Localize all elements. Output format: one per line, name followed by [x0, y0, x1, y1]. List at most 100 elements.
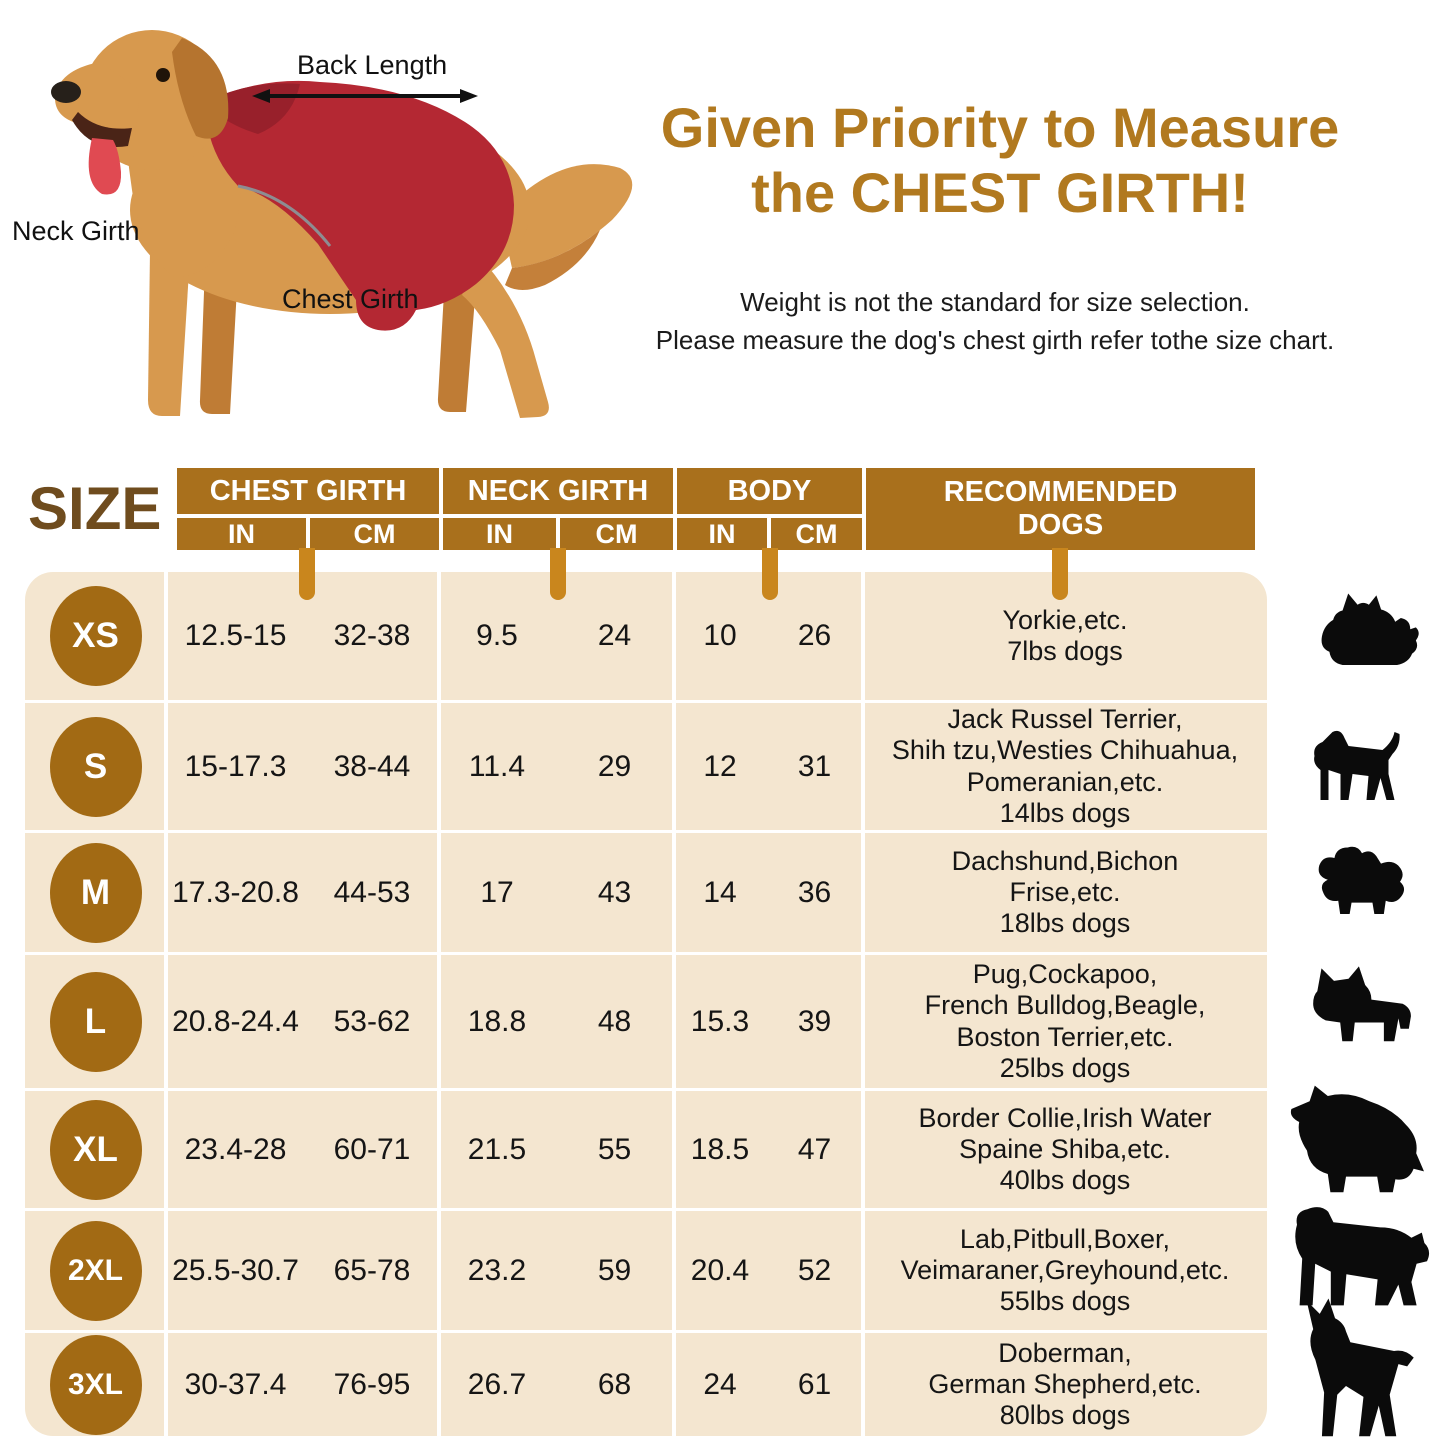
- size-row-l: L 20.8-24.4 53-62 18.8 48 15.3 39 Pug,Cockapoo,…: [25, 952, 1267, 1088]
- body-in-value: 14: [703, 875, 737, 909]
- column-separator: [437, 572, 441, 1436]
- body-in-cell: 18.5: [674, 1091, 766, 1208]
- neck-cm-cell: 48: [555, 955, 674, 1088]
- size-chart-table: XS 12.5-15 32-38 9.5 24 10 26 Yorkie,etc. 7lbs …: [25, 572, 1267, 1436]
- chest-girth-header: CHEST GIRTH: [177, 468, 439, 514]
- chest-cm-value: 60-71: [333, 1132, 411, 1166]
- neck-cm-cell: 59: [555, 1211, 674, 1330]
- chest-in-value: 20.8-24.4: [172, 1004, 299, 1038]
- neck-in-value: 23.2: [467, 1253, 527, 1287]
- subheadline-line1: Weight is not the standard for size sele…: [740, 287, 1250, 317]
- size-badge: 2XL: [49, 1220, 142, 1321]
- neck-in-cell: 23.2: [439, 1211, 555, 1330]
- dogs-value: Pug,Cockapoo, French Bulldog,Beagle, Bos…: [924, 958, 1206, 1083]
- column-separator: [164, 572, 168, 1436]
- neck-cm-value: 29: [597, 749, 632, 783]
- body-cm-value: 47: [797, 1132, 832, 1166]
- body-header: BODY: [677, 468, 862, 514]
- chest-in-cell: 17.3-20.8: [166, 833, 305, 952]
- subheadline: Weight is not the standard for size sele…: [545, 284, 1445, 359]
- size-row-2xl: 2XL 25.5-30.7 65-78 23.2 59 20.4 52 Lab,Pitbull…: [25, 1208, 1267, 1330]
- neck-cm-value: 55: [597, 1132, 632, 1166]
- body-in-value: 10: [703, 619, 737, 652]
- size-row-s: S 15-17.3 38-44 11.4 29 12 31 Jack Russel Terri…: [25, 700, 1267, 830]
- neck-in-value: 18.8: [467, 1004, 527, 1038]
- chest-cm-value: 76-95: [333, 1367, 411, 1401]
- body-cm-value: 61: [797, 1367, 832, 1401]
- chest-cm-value: 38-44: [333, 749, 411, 783]
- dogs-value: Lab,Pitbull,Boxer, Veimaraner,Greyhound,…: [900, 1223, 1230, 1317]
- body-in-cell: 12: [674, 703, 766, 830]
- chest-in-cell: 25.5-30.7: [166, 1211, 305, 1330]
- chest-in-value: 23.4-28: [184, 1132, 287, 1166]
- body-cm-cell: 36: [766, 833, 863, 952]
- dog-coat-illustration: [51, 30, 633, 418]
- body-cm-cell: 47: [766, 1091, 863, 1208]
- body-cm-cell: 52: [766, 1211, 863, 1330]
- chest-cm-cell: 76-95: [305, 1333, 439, 1436]
- yorkie-silhouette-icon: [1321, 593, 1419, 665]
- dogs-value: Yorkie,etc. 7lbs dogs: [1002, 604, 1128, 666]
- body-in-value: 12: [703, 749, 737, 783]
- neck-in-cell: 18.8: [439, 955, 555, 1088]
- chest-cm-cell: 53-62: [305, 955, 439, 1088]
- recommended-dogs-header: RECOMMENDED DOGS: [866, 468, 1255, 550]
- chest-in-cell: 15-17.3: [166, 703, 305, 830]
- size-row-3xl: 3XL 30-37.4 76-95 26.7 68 24 61 Doberman, Germa…: [25, 1330, 1267, 1436]
- body-cm-value: 52: [797, 1253, 832, 1287]
- size-cell: M: [25, 833, 166, 952]
- neck-cm-header: CM: [560, 518, 673, 550]
- body-in-header: IN: [677, 518, 767, 550]
- size-badge: L: [49, 971, 142, 1072]
- dogs-cell: Pug,Cockapoo, French Bulldog,Beagle, Bos…: [863, 955, 1267, 1088]
- body-in-cell: 20.4: [674, 1211, 766, 1330]
- chest-girth-header-group: CHEST GIRTH IN CM: [177, 468, 439, 550]
- body-in-cell: 10: [674, 572, 766, 700]
- doberman-silhouette-icon: [1306, 1298, 1414, 1437]
- chest-in-value: 15-17.3: [184, 749, 287, 783]
- chest-cm-cell: 60-71: [305, 1091, 439, 1208]
- size-badge: XS: [49, 586, 142, 686]
- header-connector-tab: [762, 548, 778, 600]
- size-row-xl: XL 23.4-28 60-71 21.5 55 18.5 47 Border Collie,…: [25, 1088, 1267, 1208]
- neck-in-cell: 21.5: [439, 1091, 555, 1208]
- neck-cm-value: 59: [597, 1253, 632, 1287]
- chest-cm-header: CM: [310, 518, 439, 550]
- body-cm-cell: 39: [766, 955, 863, 1088]
- body-in-value: 20.4: [690, 1253, 750, 1287]
- neck-cm-value: 43: [597, 875, 632, 909]
- chest-in-value: 17.3-20.8: [172, 875, 299, 909]
- body-cm-cell: 26: [766, 572, 863, 700]
- size-cell: L: [25, 955, 166, 1088]
- size-column-title: SIZE: [28, 475, 162, 542]
- size-cell: XL: [25, 1091, 166, 1208]
- dogs-value: Dachshund,Bichon Frise,etc. 18lbs dogs: [951, 845, 1179, 939]
- neck-in-value: 21.5: [467, 1132, 527, 1166]
- chest-cm-cell: 38-44: [305, 703, 439, 830]
- size-cell: 2XL: [25, 1211, 166, 1330]
- size-cell: 3XL: [25, 1333, 166, 1436]
- dogs-value: Jack Russel Terrier, Shih tzu,Westies Ch…: [891, 703, 1239, 828]
- chest-cm-cell: 44-53: [305, 833, 439, 952]
- neck-in-value: 11.4: [468, 749, 526, 783]
- french-bulldog-silhouette-icon: [1313, 966, 1411, 1042]
- body-in-value: 15.3: [690, 1004, 750, 1038]
- dogs-cell: Dachshund,Bichon Frise,etc. 18lbs dogs: [863, 833, 1267, 952]
- size-cell: S: [25, 703, 166, 830]
- recommended-dogs-header-group: RECOMMENDED DOGS: [866, 468, 1255, 550]
- body-header-group: BODY IN CM: [677, 468, 862, 550]
- body-cm-value: 31: [797, 749, 832, 783]
- neck-in-cell: 9.5: [439, 572, 555, 700]
- spaniel-silhouette-icon: [1295, 1207, 1430, 1306]
- size-row-m: M 17.3-20.8 44-53 17 43 14 36 Dachshund,Bichon …: [25, 830, 1267, 952]
- body-in-cell: 15.3: [674, 955, 766, 1088]
- neck-cm-cell: 24: [555, 572, 674, 700]
- body-in-value: 24: [703, 1367, 737, 1401]
- neck-girth-header: NECK GIRTH: [443, 468, 673, 514]
- neck-cm-value: 68: [597, 1367, 632, 1401]
- body-cm-cell: 61: [766, 1333, 863, 1436]
- neck-in-cell: 11.4: [439, 703, 555, 830]
- dogs-value: Doberman, German Shepherd,etc. 80lbs dog…: [928, 1337, 1202, 1431]
- dogs-cell: Doberman, German Shepherd,etc. 80lbs dog…: [863, 1333, 1267, 1436]
